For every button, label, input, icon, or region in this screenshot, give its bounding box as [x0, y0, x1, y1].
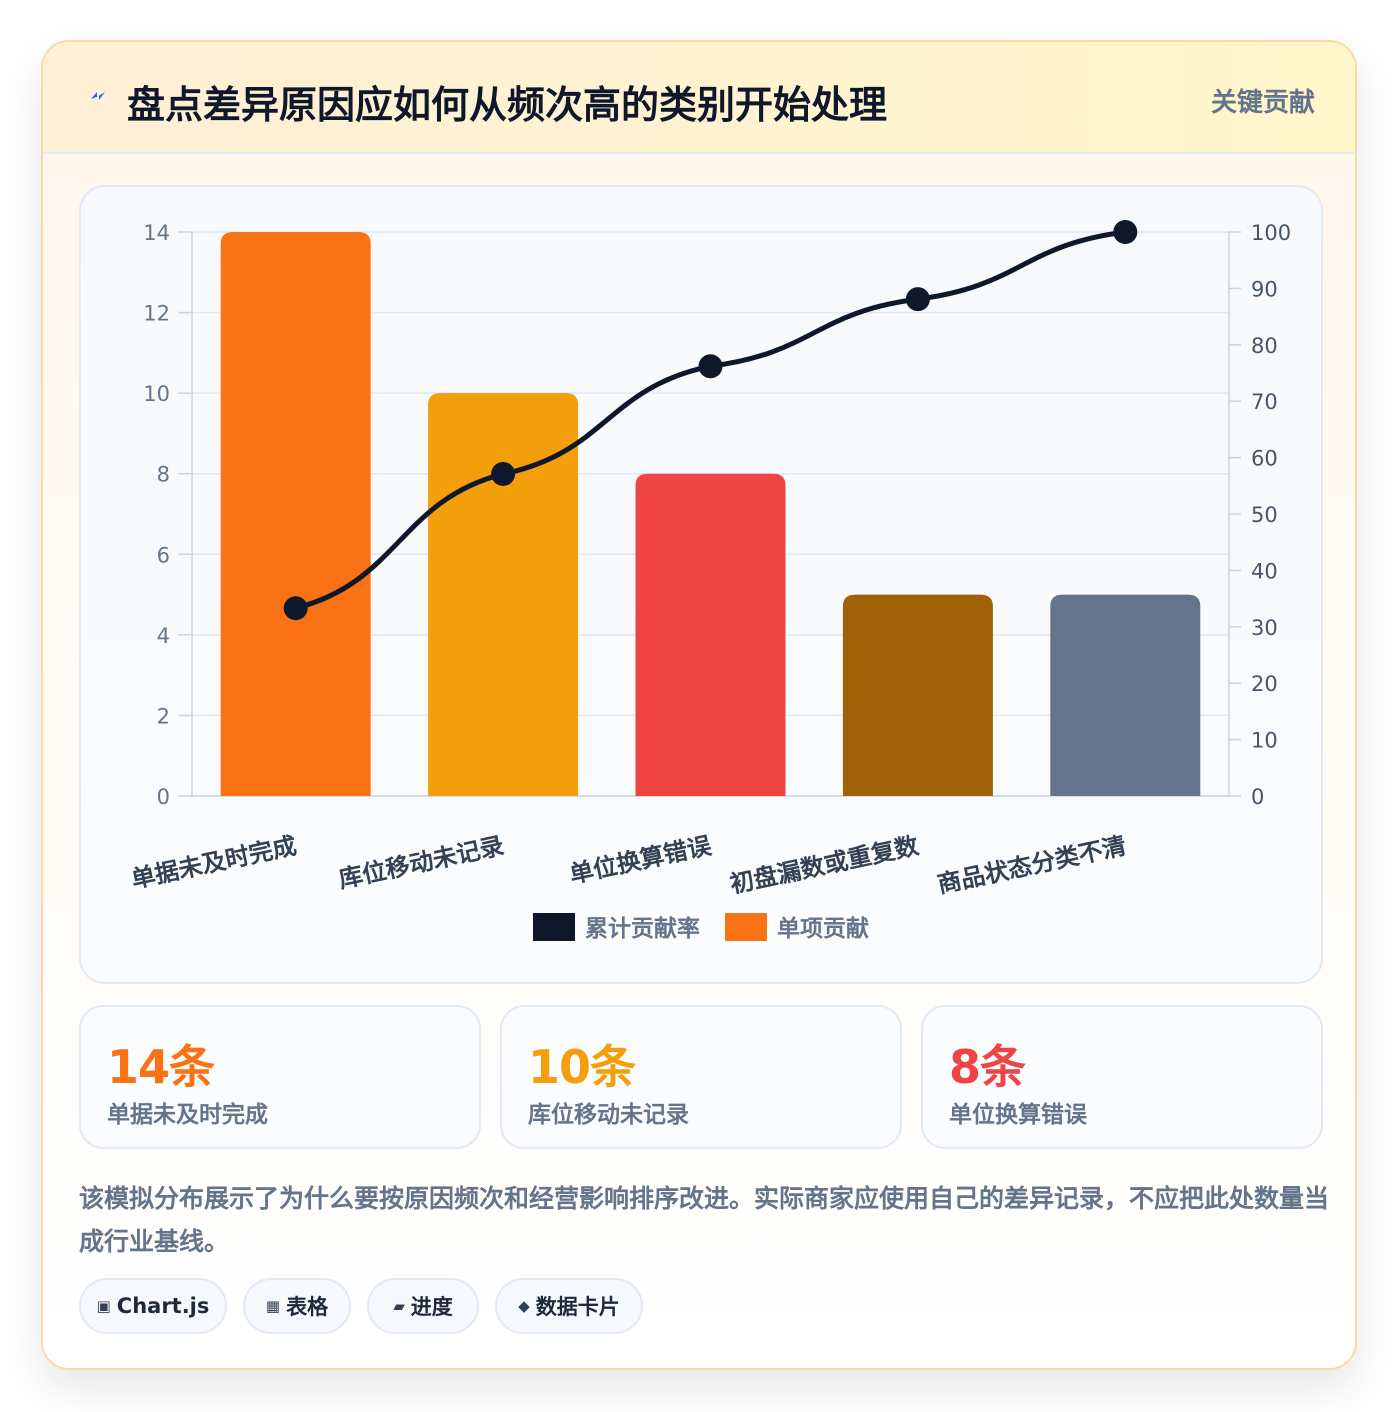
line-point	[283, 596, 308, 621]
square-icon: ▣	[96, 1297, 111, 1315]
y-left-tick-label: 2	[157, 704, 170, 728]
line-point	[491, 461, 516, 486]
y-right-tick-label: 50	[1251, 503, 1278, 527]
bar	[428, 393, 579, 796]
pareto-chart: 0 2 4 6 8 10 12 14 0 10 20 30 40 50 60 70 80 90 100 单据未及时完成…	[129, 220, 1291, 942]
y-left-tick-label: 8	[157, 463, 170, 487]
bar	[635, 473, 786, 796]
chart-note: 该模拟分布展示了为什么要按原因频次和经营影响排序改进。实际商家应使用自己的差异记…	[79, 1184, 1330, 1256]
tech-chips: ▣ Chart.js ▦ 表格 ▰ 进度 ◆ 数据卡片	[79, 1278, 979, 1336]
stat-label: 库位移动未记录	[528, 1102, 689, 1128]
progress-icon: ▰	[393, 1297, 405, 1315]
x-tick-label: 初盘漏数或重复数	[728, 831, 923, 899]
stat-value: 10条	[528, 1040, 636, 1094]
x-tick-label: 单据未及时完成	[129, 831, 299, 893]
y-left-tick-label: 6	[157, 543, 170, 567]
stat-value: 14条	[107, 1040, 215, 1094]
x-tick-label: 商品状态分类不清	[935, 831, 1129, 898]
chip-table[interactable]: ▦ 表格	[243, 1278, 351, 1334]
grid-icon: ▦	[265, 1297, 281, 1315]
line-point	[698, 354, 723, 379]
page-title: 盘点差异原因应如何从频次高的类别开始处理	[127, 83, 888, 127]
line-point	[1113, 220, 1138, 244]
y-right-tick-label: 30	[1251, 616, 1278, 640]
chip-progress[interactable]: ▰ 进度	[367, 1278, 479, 1334]
bar	[1050, 594, 1201, 796]
y-right-tick-label: 80	[1251, 334, 1278, 358]
y-right-tick-label: 20	[1251, 672, 1278, 696]
report-card: 盘点差异原因应如何从频次高的类别开始处理 关键贡献 0 2 4 6 8 10 12 14 0 10…	[41, 40, 1357, 1370]
lightning-icon	[91, 92, 105, 100]
chip-label: 表格	[286, 1295, 329, 1319]
legend-label: 单项贡献	[777, 916, 869, 942]
chip-chartjs[interactable]: ▣ Chart.js	[79, 1278, 227, 1334]
bar	[842, 594, 993, 796]
y-right-tick-label: 0	[1251, 785, 1264, 809]
legend-swatch	[533, 913, 575, 941]
y-right-tick-label: 90	[1251, 277, 1278, 301]
stat-card: 8条 单位换算错误	[921, 1005, 1323, 1149]
y-right-tick-label: 10	[1251, 729, 1278, 753]
stat-card: 10条 库位移动未记录	[500, 1005, 902, 1149]
stat-label: 单位换算错误	[949, 1102, 1087, 1128]
y-right-tick-label: 70	[1251, 390, 1278, 414]
x-tick-label: 单位换算错误	[567, 831, 715, 889]
y-right-tick-label: 60	[1251, 447, 1278, 471]
chip-label: Chart.js	[116, 1294, 210, 1318]
y-left-tick-label: 12	[143, 302, 170, 326]
stat-card: 14条 单据未及时完成	[79, 1005, 481, 1149]
y-left-tick-label: 0	[157, 785, 170, 809]
chip-label: 进度	[410, 1295, 453, 1319]
y-right-tick-label: 40	[1251, 559, 1278, 583]
chip-label: 数据卡片	[535, 1295, 620, 1319]
pareto-chart-panel: 0 2 4 6 8 10 12 14 0 10 20 30 40 50 60 70 80 90 100 单据未及时完成…	[79, 185, 1323, 984]
y-left-tick-label: 10	[143, 382, 170, 406]
line-point	[905, 287, 930, 312]
card-header: 盘点差异原因应如何从频次高的类别开始处理 关键贡献	[43, 42, 1355, 154]
stat-cards: 14条 单据未及时完成 10条 库位移动未记录 8条 单位换算错误	[79, 1005, 1323, 1149]
diamond-icon: ◆	[518, 1297, 530, 1315]
legend-swatch	[725, 913, 767, 941]
y-left-tick-label: 14	[143, 221, 170, 245]
bar	[220, 232, 371, 796]
chip-datacard[interactable]: ◆ 数据卡片	[495, 1278, 643, 1334]
stat-label: 单据未及时完成	[107, 1102, 268, 1128]
x-tick-label: 库位移动未记录	[336, 831, 506, 893]
header-tag: 关键贡献	[1210, 88, 1315, 118]
y-left-tick-label: 4	[157, 624, 170, 648]
legend-label: 累计贡献率	[585, 915, 700, 942]
y-right-tick-label: 100	[1251, 221, 1291, 245]
stat-value: 8条	[949, 1040, 1026, 1094]
